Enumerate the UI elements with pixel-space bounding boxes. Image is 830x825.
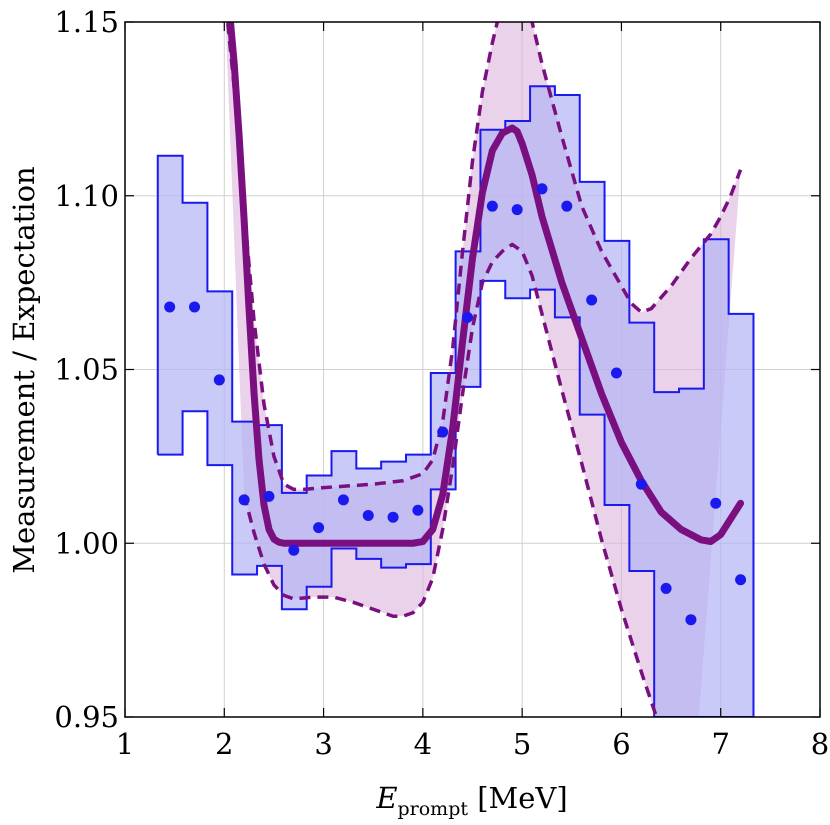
data-point bbox=[586, 294, 598, 306]
axis-ticks bbox=[124, 21, 821, 718]
data-point bbox=[387, 511, 399, 523]
model-curve-group bbox=[226, 22, 745, 547]
data-point bbox=[710, 497, 722, 509]
data-point bbox=[610, 367, 622, 379]
x-tick-label: 1 bbox=[116, 727, 134, 761]
model-upper-bound bbox=[225, 22, 743, 492]
data-point bbox=[288, 544, 300, 556]
plot-area bbox=[156, 22, 755, 717]
data-point bbox=[486, 200, 498, 212]
data-point bbox=[164, 301, 176, 313]
x-tick-label: 6 bbox=[612, 727, 630, 761]
data-point bbox=[511, 204, 523, 216]
data-point bbox=[189, 301, 200, 313]
y-tick-label: 0.95 bbox=[54, 700, 119, 734]
model-curve bbox=[226, 22, 745, 547]
y-tick-label: 1.05 bbox=[54, 353, 119, 387]
data-point bbox=[561, 200, 573, 212]
data-point bbox=[263, 490, 275, 502]
x-tick-label: 8 bbox=[811, 727, 829, 761]
data-point bbox=[213, 374, 225, 386]
data-point bbox=[685, 614, 697, 626]
data-point bbox=[536, 183, 548, 195]
x-tick-label: 4 bbox=[414, 727, 432, 761]
x-tick-label: 3 bbox=[314, 727, 332, 761]
data-point bbox=[313, 522, 325, 534]
data-point bbox=[635, 478, 647, 490]
data-point bbox=[735, 574, 747, 586]
x-tick-label: 2 bbox=[215, 727, 233, 761]
x-axis-label: Eprompt [MeV] bbox=[375, 781, 567, 820]
data-band-lower-edge bbox=[157, 279, 754, 717]
y-tick-label: 1.15 bbox=[54, 5, 119, 39]
y-tick-label: 1.10 bbox=[54, 179, 119, 213]
data-point bbox=[660, 582, 672, 594]
tick-labels: 1 2 3 4 5 6 7 8 0.95 1.00 1.05 1.10 1.15 bbox=[54, 5, 829, 761]
y-axis-label: Measurement / Expectation bbox=[7, 166, 41, 573]
data-point bbox=[462, 311, 474, 323]
x-tick-label: 5 bbox=[513, 727, 531, 761]
data-point bbox=[337, 494, 349, 506]
y-tick-label: 1.00 bbox=[54, 526, 119, 560]
data-point bbox=[437, 426, 449, 438]
data-point bbox=[238, 494, 250, 506]
data-point bbox=[412, 504, 424, 516]
x-tick-label: 7 bbox=[711, 727, 729, 761]
model-bounds bbox=[225, 22, 743, 717]
model-lower-bound bbox=[242, 242, 659, 717]
data-points bbox=[164, 183, 747, 626]
data-point bbox=[362, 509, 374, 521]
